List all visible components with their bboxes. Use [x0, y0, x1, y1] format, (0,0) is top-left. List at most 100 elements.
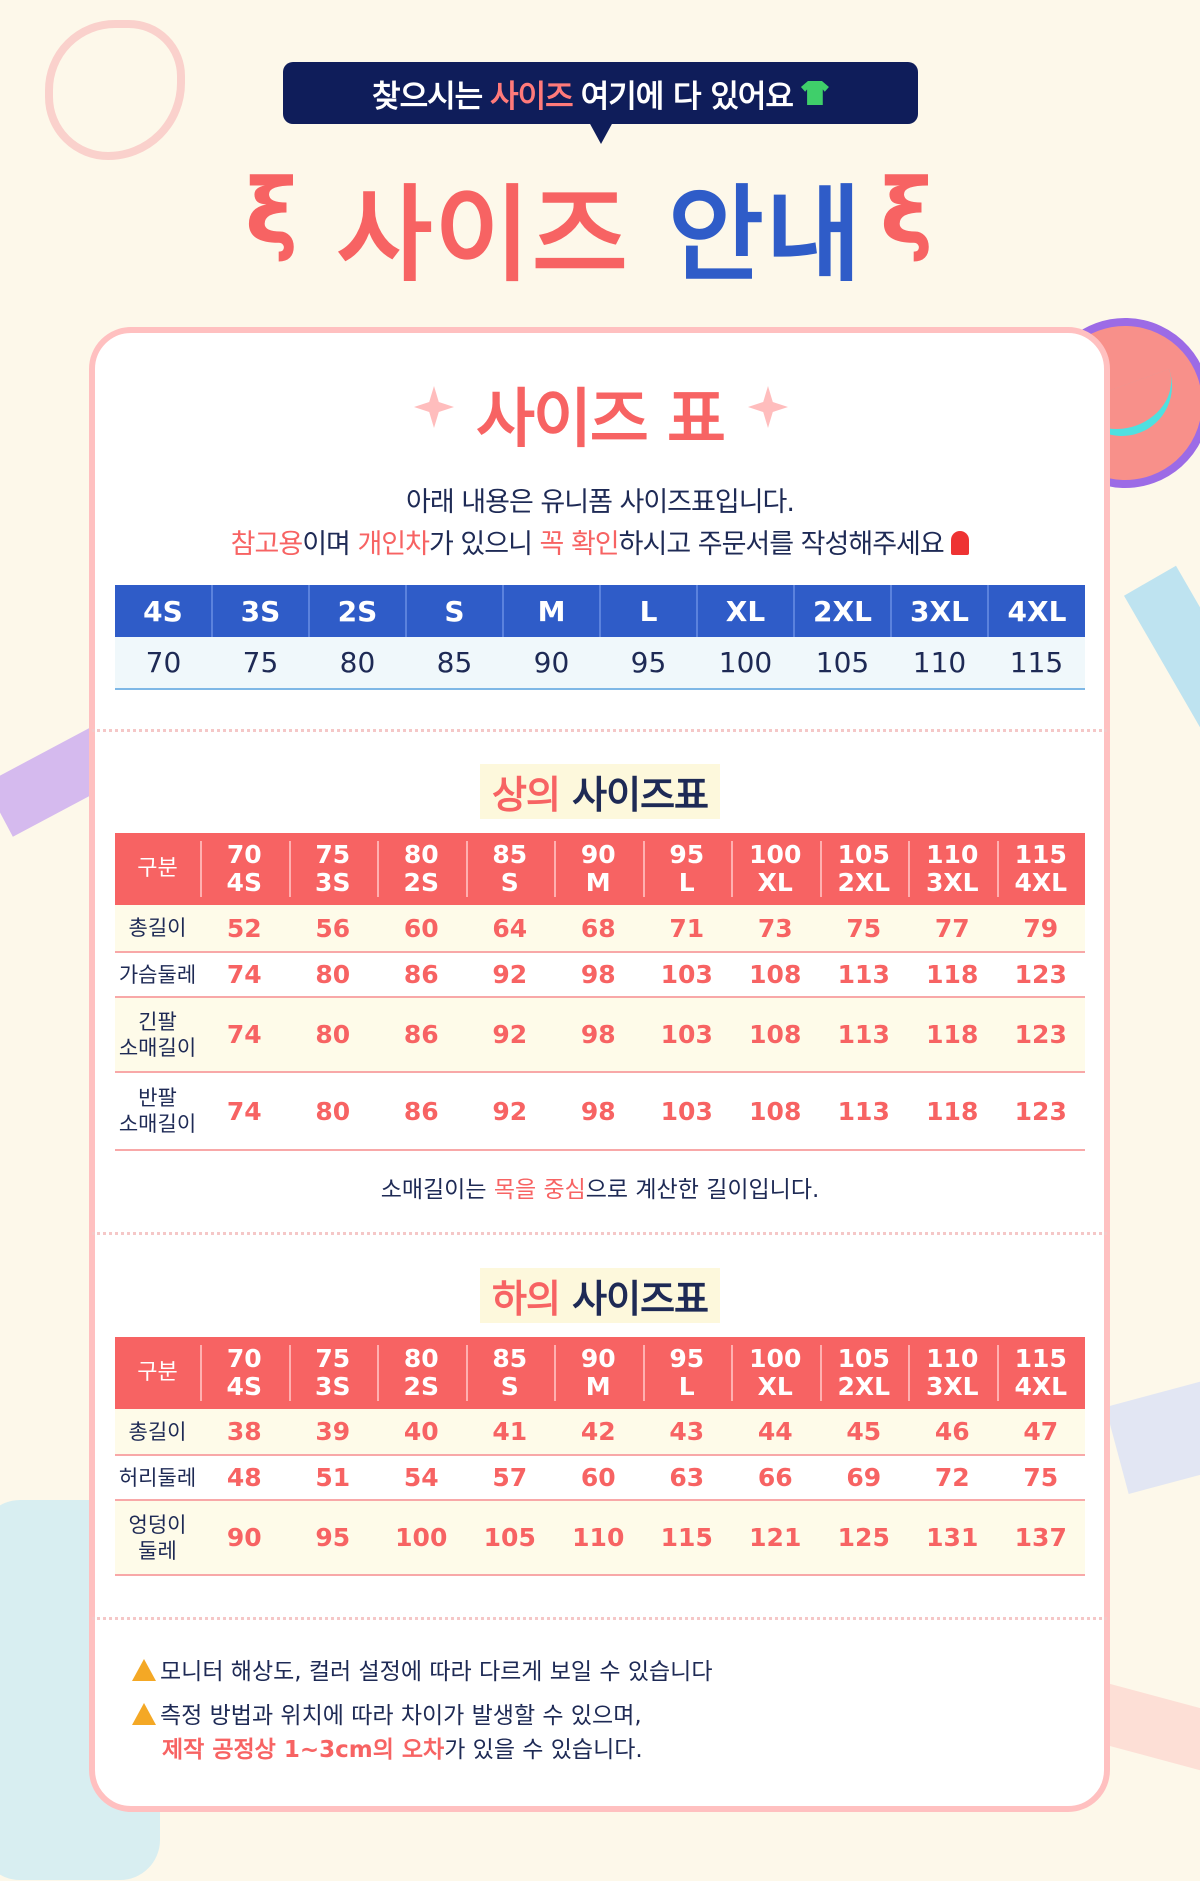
top-section-title: 상의 사이즈표: [0, 764, 1200, 819]
column-header-line: 2S: [403, 1372, 439, 1401]
size-label: S: [406, 585, 504, 637]
cell-value: 38: [200, 1409, 289, 1456]
column-header: 75 3S: [288, 1337, 377, 1409]
intro-red: 꼭 확인: [539, 529, 620, 560]
column-header-line: M: [585, 868, 611, 897]
cell-value: 92: [465, 952, 554, 998]
table-header-row: 구분 70 4S 75 3S 80 2S 85 S 90 M 95 L 100 XL 105 2XL 110 3XL…: [115, 1337, 1085, 1409]
cell-value: 110: [554, 1500, 643, 1576]
cell-value: 95: [288, 1500, 377, 1576]
table-row: 긴팔 소매길이 74 80 86 92 98 103 108 113 118 123: [115, 997, 1085, 1073]
column-header-line: 100: [749, 840, 802, 869]
size-value: 100: [697, 637, 794, 690]
cell-value: 46: [908, 1409, 997, 1456]
cell-value: 74: [200, 1072, 289, 1151]
top-size-table: 구분 70 4S 75 3S 80 2S 85 S 90 M 95 L 100 XL 105 2XL 110 3XL…: [115, 833, 1085, 1151]
column-header-line: 2XL: [837, 1372, 891, 1401]
table-row: 총길이 52 56 60 64 68 71 73 75 77 79: [115, 905, 1085, 953]
column-header: 90 M: [554, 833, 643, 905]
banner-highlight: 사이즈: [490, 78, 574, 115]
cell-value: 80: [288, 952, 377, 998]
column-header-line: 4S: [226, 868, 262, 897]
cell-value: 66: [731, 1455, 820, 1501]
cell-value: 75: [819, 905, 908, 953]
cell-value: 52: [200, 905, 289, 953]
cell-value: 118: [908, 997, 997, 1073]
column-header: 110 3XL: [908, 833, 997, 905]
row-label: 긴팔 소매길이: [115, 997, 200, 1073]
divider: [92, 729, 1107, 732]
row-label-line: 소매길이: [118, 1112, 197, 1136]
column-header-line: 3XL: [925, 1372, 979, 1401]
tape-blue: [1124, 565, 1200, 735]
column-header-line: 75: [315, 840, 351, 869]
cell-value: 100: [377, 1500, 466, 1576]
column-header-line: 3S: [315, 868, 351, 897]
column-header-line: 105: [837, 1344, 890, 1373]
title-part1: 사이즈: [336, 174, 630, 296]
cell-value: 63: [642, 1455, 731, 1501]
cell-value: 90: [200, 1500, 289, 1576]
cell-value: 71: [642, 905, 731, 953]
size-value: 110: [891, 637, 988, 690]
squiggle-left-icon: ξ: [245, 160, 299, 265]
cell-value: 137: [996, 1500, 1085, 1576]
cell-value: 108: [731, 997, 820, 1073]
column-header: 70 4S: [200, 1337, 289, 1409]
page-title: 사이즈 안내: [0, 150, 1200, 301]
intro-line1: 아래 내용은 유니폼 사이즈표입니다.: [406, 487, 795, 518]
cell-value: 42: [554, 1409, 643, 1456]
section-title-red: 하의: [492, 1277, 561, 1321]
column-header: 95 L: [642, 1337, 731, 1409]
size-label: 2S: [309, 585, 407, 637]
corner-label: 구분: [115, 833, 200, 905]
size-value: 75: [212, 637, 309, 690]
size-value: 105: [794, 637, 891, 690]
t-shirt-icon: [800, 81, 829, 105]
row-label: 엉덩이 둘레: [115, 1500, 200, 1576]
column-header-line: 80: [403, 1344, 439, 1373]
banner-bubble: 찾으시는 사이즈 여기에 다 있어요: [283, 62, 918, 144]
row-label: 총길이: [115, 905, 200, 953]
cell-value: 60: [554, 1455, 643, 1501]
column-header-line: 105: [837, 840, 890, 869]
size-label: 4S: [115, 585, 213, 637]
size-label: 2XL: [794, 585, 892, 637]
cell-value: 123: [996, 997, 1085, 1073]
row-label: 반팔 소매길이: [115, 1072, 200, 1151]
section-title-rest: 사이즈표: [559, 1277, 709, 1321]
banner-text: 찾으시는: [372, 78, 483, 115]
title-part2: 안내: [667, 174, 864, 296]
cell-value: 103: [642, 1072, 731, 1151]
column-header-line: 2S: [403, 868, 439, 897]
column-header-line: 3S: [315, 1372, 351, 1401]
column-header-line: 80: [403, 840, 439, 869]
size-value: 115: [988, 637, 1085, 690]
cell-value: 98: [554, 997, 643, 1073]
row-label-line: 긴팔: [138, 1009, 177, 1034]
column-header-line: 4S: [226, 1372, 262, 1401]
note-text: 으로 계산한 길이입니다.: [585, 1177, 820, 1203]
cell-value: 48: [200, 1455, 289, 1501]
cell-value: 92: [465, 997, 554, 1073]
column-header-line: 2XL: [837, 868, 891, 897]
row-label-line: 엉덩이: [128, 1512, 187, 1537]
intro-text: 가 있으니: [429, 529, 540, 560]
cell-value: 98: [554, 1072, 643, 1151]
cell-value: 68: [554, 905, 643, 953]
column-header-line: 75: [315, 1344, 351, 1373]
intro-text: 하시고 주문서를 작성해주세요: [618, 529, 945, 560]
table-row: 반팔 소매길이 74 80 86 92 98 103 108 113 118 123: [115, 1072, 1085, 1151]
row-label: 가슴둘레: [115, 952, 200, 998]
note-red: 목을 중심: [493, 1177, 586, 1203]
tape-lavender: [1105, 1376, 1200, 1494]
cell-value: 113: [819, 1072, 908, 1151]
column-header-line: 4XL: [1014, 868, 1068, 897]
column-header-line: 4XL: [1014, 1372, 1068, 1401]
table-header-row: 구분 70 4S 75 3S 80 2S 85 S 90 M 95 L 100 XL 105 2XL 110 3XL…: [115, 833, 1085, 905]
size-value: 90: [503, 637, 600, 690]
column-header-line: 115: [1014, 1344, 1067, 1373]
card-heading: 사이즈 표: [476, 383, 726, 457]
column-header: 100 XL: [731, 1337, 820, 1409]
column-header: 85 S: [465, 833, 554, 905]
